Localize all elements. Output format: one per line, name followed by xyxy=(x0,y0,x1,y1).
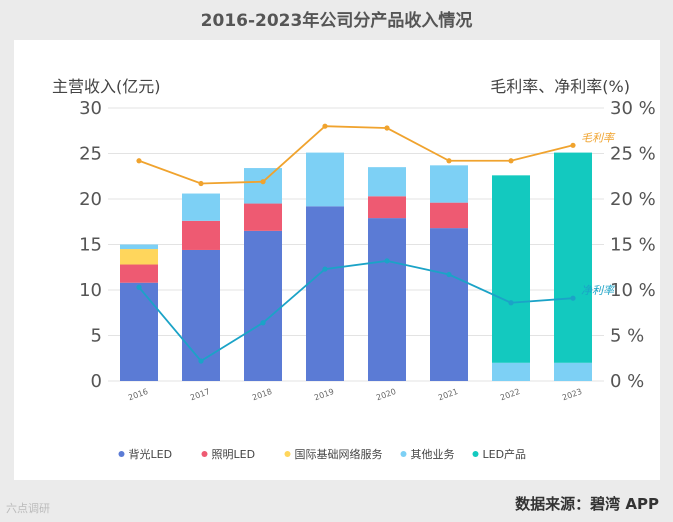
bar-segment xyxy=(554,362,592,381)
y-tick-label: 25 xyxy=(79,144,102,165)
axes: 0 5 10 15 20 25 30 0 % 5 % 10 % 15 % 20 % 25 % 30 % 20… xyxy=(79,98,656,402)
line-point xyxy=(446,271,452,278)
brand-watermark: 六点调研 xyxy=(6,502,50,515)
line-point xyxy=(260,320,266,326)
legend: 背光LED 照明LED 国际基础网络服务 其他业务 LED产品 xyxy=(118,447,527,461)
y2-axis-title: 毛利率、净利率(%) xyxy=(490,77,630,96)
bar-segment xyxy=(306,152,344,207)
bar-stacks xyxy=(120,152,592,381)
x-tick-label: 2022 xyxy=(499,387,521,402)
line-point xyxy=(260,179,266,185)
line-point xyxy=(570,142,576,148)
bar-segment xyxy=(368,167,406,197)
y-tick-label: 10 xyxy=(79,280,102,301)
legend-label: 照明LED xyxy=(212,448,256,461)
legend-swatch xyxy=(284,451,291,457)
bar-segment xyxy=(492,362,530,381)
line-series-label: 毛利率 xyxy=(581,131,616,144)
legend-swatch xyxy=(400,451,407,457)
x-tick-label: 2023 xyxy=(561,387,583,402)
legend-label: 背光LED xyxy=(129,447,173,461)
bar-segment xyxy=(492,175,530,363)
x-tick-label: 2017 xyxy=(189,387,211,402)
x-tick-label: 2019 xyxy=(313,387,335,402)
y2-tick-label: 10 % xyxy=(610,280,656,301)
bar-segment xyxy=(430,165,468,203)
bar-segment xyxy=(120,244,158,250)
y-tick-label: 20 xyxy=(79,189,102,210)
y-tick-label: 5 xyxy=(91,326,102,347)
bar-segment xyxy=(244,168,282,204)
line-point xyxy=(570,295,576,301)
legend-swatch xyxy=(201,451,208,457)
bar-segment xyxy=(120,264,158,283)
bar-segment xyxy=(430,202,468,229)
line-point xyxy=(198,180,204,187)
bar-segment xyxy=(120,249,158,265)
line-point xyxy=(322,123,328,129)
x-tick-label: 2021 xyxy=(437,387,459,402)
y2-tick-label: 25 % xyxy=(610,144,656,165)
legend-label: 其他业务 xyxy=(411,448,455,461)
legend-swatch xyxy=(118,451,125,457)
x-tick-label: 2016 xyxy=(127,387,149,402)
bar-segment xyxy=(554,152,592,363)
y2-tick-label: 30 % xyxy=(610,98,656,119)
line-point xyxy=(136,284,142,290)
bar-segment xyxy=(182,193,220,221)
bar-segment xyxy=(306,206,344,381)
y-axis-title: 主营收入(亿元) xyxy=(52,77,161,96)
line-series xyxy=(138,259,574,363)
bar-segment xyxy=(244,230,282,381)
line-point xyxy=(384,258,390,264)
y2-tick-label: 0 % xyxy=(610,371,644,392)
bar-segment xyxy=(368,196,406,219)
x-tick-label: 2018 xyxy=(251,387,273,402)
y-tick-label: 0 xyxy=(91,371,102,392)
bar-segment xyxy=(430,228,468,381)
bar-segment xyxy=(120,282,158,381)
line-point xyxy=(446,158,452,164)
line-point xyxy=(198,358,204,364)
y2-tick-label: 15 % xyxy=(610,235,656,256)
line-point xyxy=(322,266,328,272)
line-point xyxy=(508,300,514,306)
legend-label: LED产品 xyxy=(483,447,527,461)
x-tick-label: 2020 xyxy=(375,387,397,402)
line-point xyxy=(136,158,142,164)
chart-title: 2016-2023年公司分产品收入情况 xyxy=(200,11,473,31)
y-tick-label: 15 xyxy=(79,235,102,256)
legend-label: 国际基础网络服务 xyxy=(295,447,383,461)
y2-tick-label: 20 % xyxy=(610,189,656,210)
line-point xyxy=(384,125,390,131)
chart-panel: 毛利率净利率 0 5 10 15 20 25 30 0 % 5 % 10 % 15 % 20 % 25 … xyxy=(14,40,660,480)
line-series xyxy=(138,125,574,185)
data-source: 数据来源：碧湾 APP xyxy=(515,495,659,513)
line-series-label: 净利率 xyxy=(581,284,616,297)
bar-segment xyxy=(244,203,282,231)
bar-segment xyxy=(182,220,220,250)
legend-swatch xyxy=(472,451,479,457)
y-tick-label: 30 xyxy=(79,98,102,119)
bar-segment xyxy=(368,218,406,381)
line-point xyxy=(508,158,514,164)
y2-tick-label: 5 % xyxy=(610,326,644,347)
